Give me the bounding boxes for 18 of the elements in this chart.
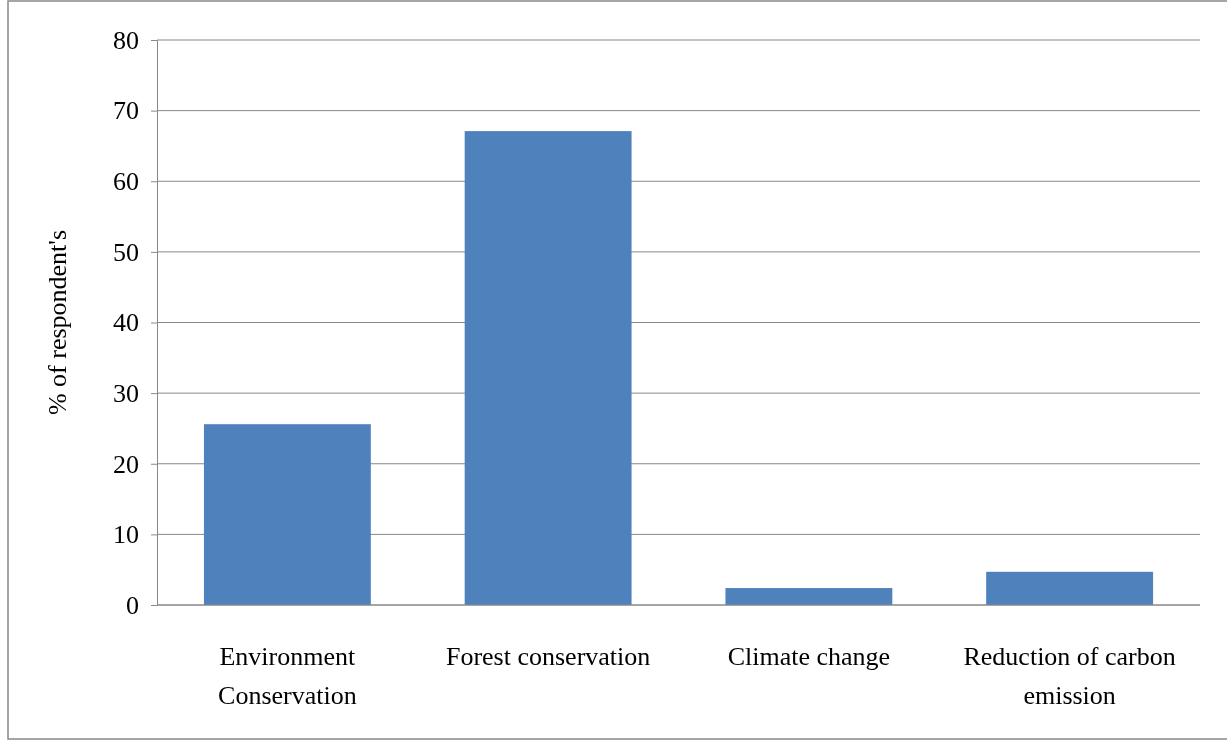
x-tick-label: Environment Conservation (218, 642, 357, 710)
x-tick-label: Reduction of carbon emission (963, 642, 1176, 710)
bar (464, 131, 632, 605)
bar (986, 571, 1154, 605)
y-tick-label: 70 (113, 96, 139, 126)
y-tick-label: 40 (113, 308, 139, 338)
y-axis-title: % of respondent's (43, 229, 72, 416)
bar (203, 424, 371, 605)
y-tick-label: 20 (113, 449, 139, 479)
y-tick-label: 50 (113, 237, 139, 267)
y-tick-label: 0 (126, 590, 139, 620)
x-tick-label: Climate change (727, 642, 891, 671)
y-tick-label: 10 (113, 520, 139, 550)
y-tick-label: 80 (113, 25, 139, 55)
bar (725, 588, 893, 605)
y-tick-label: 30 (113, 378, 139, 408)
y-tick-label: 60 (113, 167, 139, 197)
x-tick-label: Forest conservation (445, 642, 651, 671)
